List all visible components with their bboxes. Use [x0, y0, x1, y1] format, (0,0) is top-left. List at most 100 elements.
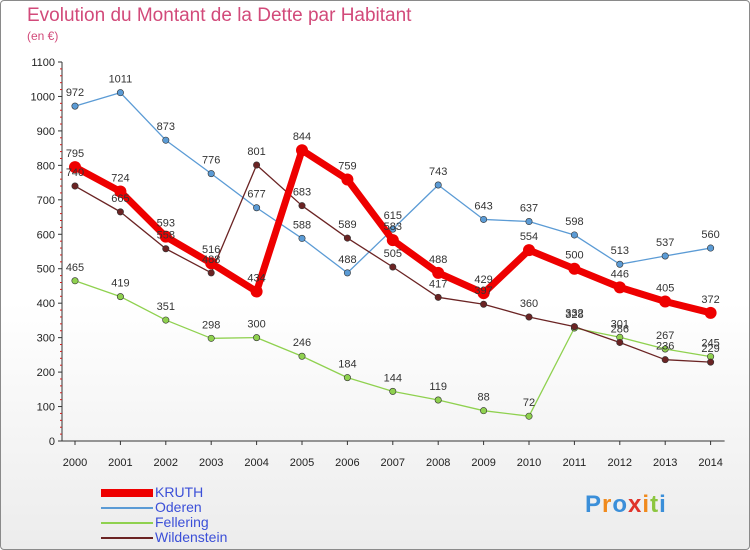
chart-unit: (en €) [27, 29, 59, 43]
data-point [298, 202, 306, 210]
data-label: 245 [701, 338, 719, 350]
data-point [389, 387, 397, 395]
data-point [389, 225, 397, 233]
x-tick-label: 2001 [108, 457, 132, 469]
data-label: 643 [474, 200, 492, 212]
x-tick-label: 2003 [199, 457, 223, 469]
data-label: 500 [565, 250, 583, 262]
legend: KRUTH Oderen Fellering Wildenstein [101, 485, 301, 545]
data-point [386, 234, 399, 247]
data-point [114, 185, 127, 198]
data-point [434, 396, 442, 404]
x-tick-label: 2013 [653, 457, 677, 469]
data-label: 759 [338, 160, 356, 172]
data-label: 267 [656, 330, 674, 342]
legend-item-oderen: Oderen [101, 500, 301, 515]
data-point [480, 300, 488, 308]
data-point [343, 269, 351, 277]
data-label: 598 [565, 216, 583, 228]
data-label: 801 [247, 146, 265, 158]
legend-swatch [101, 522, 153, 524]
data-point [341, 173, 354, 186]
y-tick-label: 1000 [31, 91, 55, 103]
y-tick-label: 500 [37, 264, 55, 276]
data-point [116, 208, 124, 216]
y-tick-label: 400 [37, 298, 55, 310]
data-label: 560 [701, 229, 719, 241]
x-tick-label: 2011 [563, 457, 587, 469]
data-label: 119 [429, 381, 447, 393]
y-tick-label: 1100 [31, 57, 55, 69]
data-point [568, 262, 581, 275]
y-tick-label: 600 [37, 229, 55, 241]
data-point [298, 234, 306, 242]
data-point [525, 412, 533, 420]
data-point [613, 281, 626, 294]
data-label: 332 [565, 308, 583, 320]
data-label: 844 [293, 131, 311, 143]
data-label: 513 [611, 245, 629, 257]
data-point [570, 231, 578, 239]
data-label: 72 [523, 397, 535, 409]
x-tick-label: 2008 [426, 457, 450, 469]
data-point [661, 356, 669, 364]
data-label: 88 [477, 392, 489, 404]
data-label: 397 [474, 285, 492, 297]
proxiti-logo: Proxiti [585, 491, 667, 518]
data-point [207, 269, 215, 277]
data-label: 683 [293, 187, 311, 199]
data-point [704, 306, 717, 319]
data-point [162, 316, 170, 324]
data-label: 554 [520, 231, 538, 243]
data-label: 236 [656, 341, 674, 353]
legend-item-wildenstein: Wildenstein [101, 530, 301, 545]
data-point [253, 161, 261, 169]
y-tick-label: 700 [37, 195, 55, 207]
x-tick-label: 2005 [290, 457, 314, 469]
data-point [71, 277, 79, 285]
data-point [116, 293, 124, 301]
data-point [253, 334, 261, 342]
legend-label: KRUTH [155, 484, 204, 500]
data-label: 740 [66, 167, 84, 179]
data-point [69, 161, 81, 174]
data-point [389, 263, 397, 271]
data-label: 516 [202, 244, 220, 256]
data-label: 429 [474, 274, 492, 286]
data-label: 360 [520, 298, 538, 310]
y-tick-label: 900 [37, 126, 55, 138]
data-point [661, 345, 669, 353]
data-label: 593 [157, 218, 175, 230]
data-label: 488 [338, 254, 356, 266]
x-tick-label: 2006 [335, 457, 359, 469]
data-label: 300 [247, 319, 265, 331]
y-tick-label: 200 [37, 367, 55, 379]
data-label: 419 [111, 278, 129, 290]
legend-swatch [101, 489, 153, 497]
data-point [659, 295, 672, 308]
data-point [525, 218, 533, 226]
y-tick-label: 0 [49, 436, 55, 448]
data-label: 1011 [109, 74, 133, 86]
data-label: 637 [520, 203, 538, 215]
y-tick-label: 100 [37, 402, 55, 414]
data-point [616, 260, 624, 268]
data-point [434, 293, 442, 301]
data-point [343, 234, 351, 242]
data-point [71, 182, 79, 190]
legend-item-fellering: Fellering [101, 515, 301, 530]
legend-label: Fellering [155, 514, 209, 530]
data-point [707, 244, 715, 252]
chart-title: Evolution du Montant de la Dette par Hab… [27, 5, 412, 26]
data-point [207, 334, 215, 342]
data-label: 615 [384, 210, 402, 222]
data-label: 588 [293, 219, 311, 231]
data-label: 286 [611, 323, 629, 335]
data-point [71, 102, 79, 110]
data-point [661, 252, 669, 260]
data-point [116, 89, 124, 97]
data-label: 972 [66, 87, 84, 99]
data-point [434, 181, 442, 189]
data-point [707, 358, 715, 366]
data-point [250, 285, 263, 298]
